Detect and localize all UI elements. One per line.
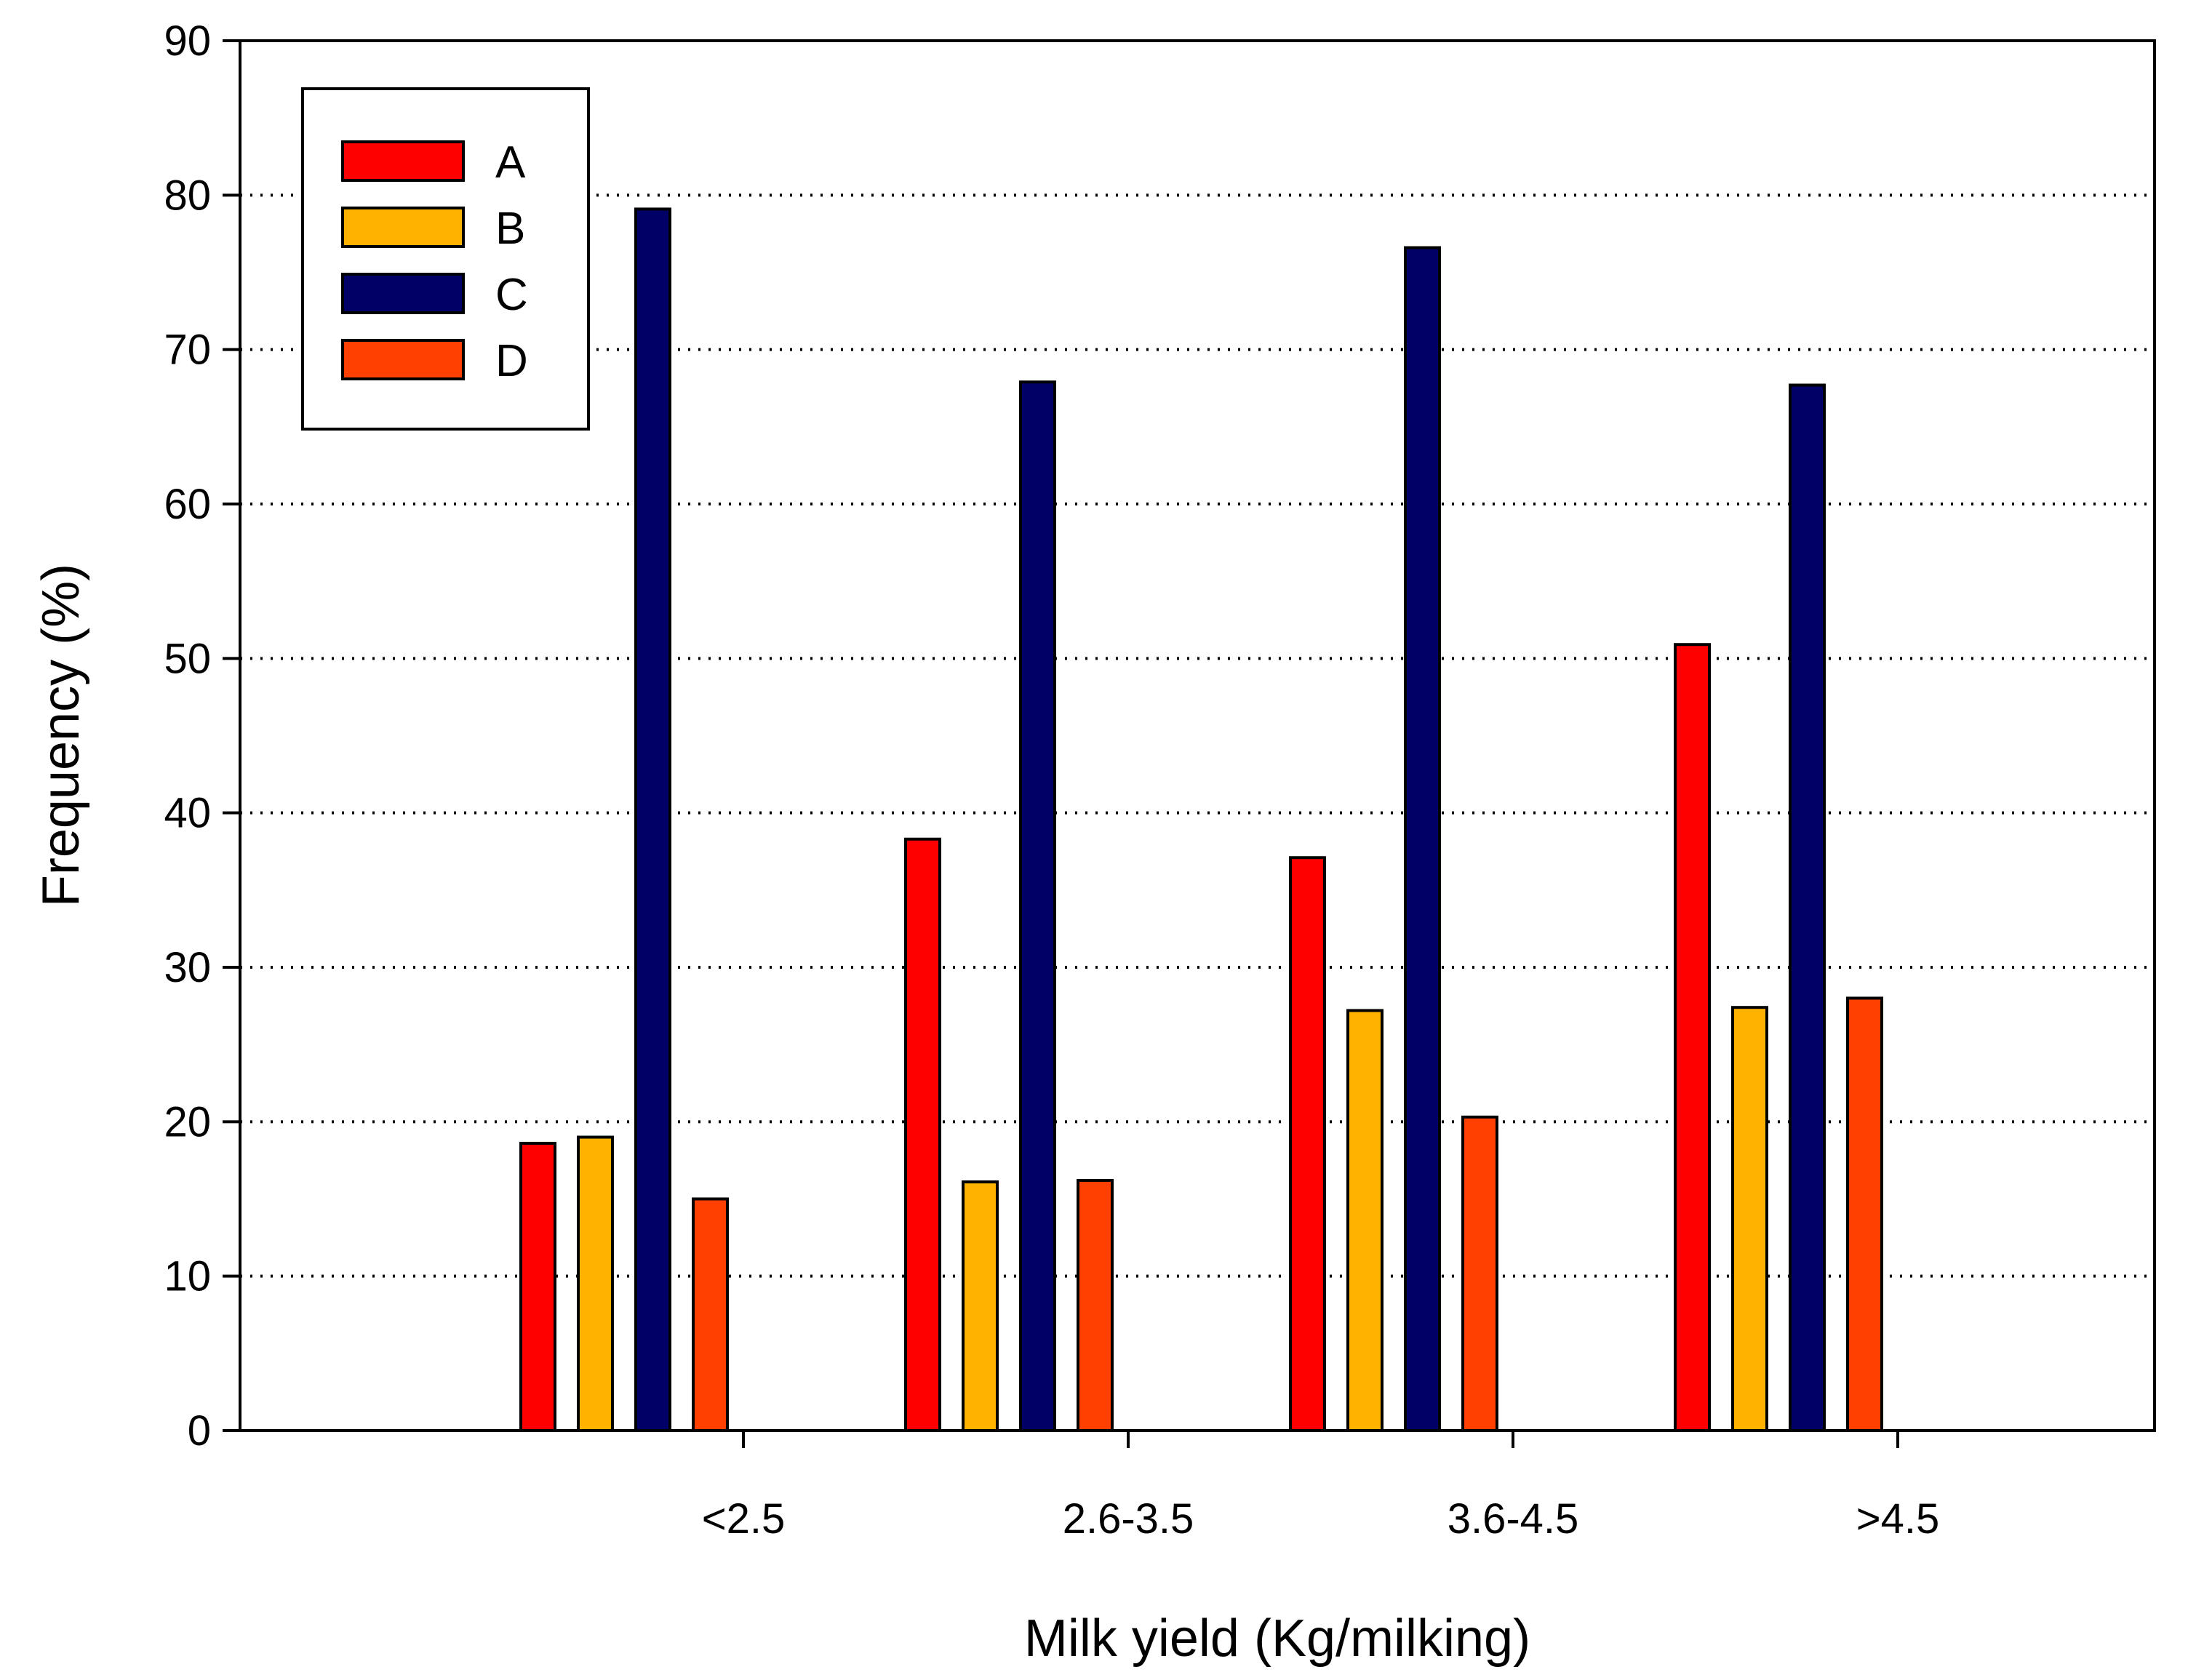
y-tick-label: 80 [164,172,211,219]
bar-a-3 [1289,856,1326,1432]
bar-b-2 [962,1180,999,1432]
bar-d-3 [1461,1115,1498,1433]
legend-label-a: A [495,137,526,188]
y-tick-label: 40 [164,790,211,837]
y-tick-label: 90 [164,17,211,65]
legend-label-b: B [495,204,525,254]
bars-layer [519,207,1883,1433]
bar-c-4 [1789,383,1826,1433]
bar-b-4 [1731,1006,1768,1432]
y-tick-label: 20 [164,1098,211,1145]
legend-label-d: D [495,336,528,386]
legend-swatch-c [341,273,465,314]
bar-a-2 [904,837,941,1432]
legend-swatch-a [341,140,465,182]
bar-a-4 [1674,643,1711,1432]
y-tick-label: 60 [164,481,211,528]
legend-swatch-d [341,339,465,380]
y-tick-label: 50 [164,635,211,682]
bar-a-1 [519,1142,556,1433]
x-axis: <2.5 2.6-3.5 3.6-4.5 >4.5 [702,1431,1940,1543]
y-axis-title: Frequency (%) [32,564,90,907]
y-tick-label: 70 [164,327,211,374]
x-tick-label: >4.5 [1856,1495,1940,1543]
x-tick-label: <2.5 [702,1495,786,1543]
bar-d-2 [1077,1179,1114,1433]
plot-frame [239,39,2156,1432]
bar-b-3 [1346,1009,1384,1433]
y-axis: 0 10 20 30 40 50 60 70 80 90 [164,17,240,1455]
y-tick-label: 10 [164,1253,211,1300]
legend-swatch-b [341,207,465,248]
bar-c-3 [1404,246,1441,1433]
bar-c-1 [634,207,671,1432]
x-tick-label: 2.6-3.5 [1063,1495,1194,1543]
bar-c-2 [1019,380,1056,1432]
x-axis-title: Milk yield (Kg/milking) [1024,1609,1530,1668]
y-tick-label: 0 [188,1407,211,1455]
gridlines [240,193,2155,1278]
bar-d-1 [692,1197,729,1432]
y-tick-label: 30 [164,944,211,991]
legend-label-c: C [495,270,528,320]
bar-b-1 [577,1135,614,1432]
bar-d-4 [1846,996,1883,1432]
x-tick-label: 3.6-4.5 [1448,1495,1579,1543]
